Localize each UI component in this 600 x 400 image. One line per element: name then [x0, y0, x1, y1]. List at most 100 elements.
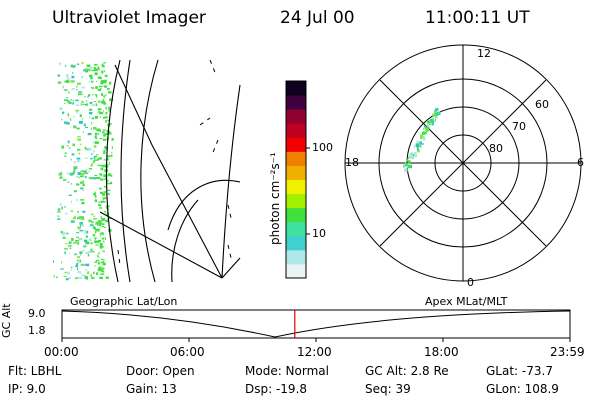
aurora-pixel — [82, 103, 85, 105]
aurora-pixel — [93, 67, 96, 70]
aurora-pixel — [81, 100, 84, 103]
aurora-pixel — [97, 254, 99, 258]
aurora-pixel — [99, 138, 103, 140]
aurora-pixel — [111, 138, 114, 141]
aurora-pixel — [102, 81, 107, 84]
aurora-pixel — [64, 155, 67, 158]
aurora-pixel — [98, 100, 101, 103]
aurora-pixel — [91, 98, 93, 100]
aurora-pixel — [64, 152, 67, 154]
colorbar-band — [286, 95, 306, 110]
aurora-pixel — [73, 171, 76, 175]
orbit-x-tick-0000: 00:00 — [44, 345, 79, 359]
aurora-pixel — [110, 154, 113, 158]
aurora-pixel — [106, 179, 109, 182]
lat-label-60: 60 — [535, 98, 549, 111]
aurora-pixel — [109, 181, 113, 185]
aurora-pixel — [93, 160, 95, 163]
aurora-pixel — [100, 173, 103, 177]
aurora-pixel — [100, 273, 105, 275]
aurora-pixel — [99, 116, 101, 118]
aurora-pixel — [103, 102, 107, 105]
aurora-pixel — [73, 124, 77, 127]
aurora-pixel — [57, 215, 60, 217]
aurora-pixel — [95, 94, 98, 98]
aurora-pixel — [87, 132, 92, 136]
aurora-pixel — [93, 218, 97, 220]
aurora-pixel — [429, 123, 431, 125]
aurora-pixel — [76, 127, 80, 130]
gain-info: Gain: 13 — [126, 382, 177, 396]
aurora-pixel — [94, 228, 97, 230]
aurora-pixel — [85, 251, 89, 255]
aurora-pixel — [78, 216, 82, 218]
aurora-pixel — [425, 129, 429, 133]
aurora-pixel — [98, 220, 102, 223]
aurora-pixel — [91, 163, 93, 166]
aurora-pixel — [102, 131, 105, 134]
aurora-pixel — [86, 100, 88, 102]
aurora-pixel — [77, 211, 79, 213]
aurora-pixel — [108, 163, 110, 165]
aurora-pixel — [88, 116, 91, 119]
mlt-label-6: 6 — [577, 156, 584, 169]
colorbar-band — [286, 179, 306, 195]
door-info: Door: Open — [126, 364, 195, 378]
aurora-pixel — [60, 268, 64, 270]
aurora-pixel — [97, 76, 100, 79]
aurora-pixel — [406, 159, 409, 161]
aurora-pixel — [79, 114, 82, 117]
aurora-pixel — [94, 265, 96, 267]
aurora-pixel — [103, 79, 107, 82]
aurora-pixel — [96, 228, 100, 232]
aurora-pixel — [60, 230, 63, 234]
aurora-pixel — [103, 62, 106, 64]
aurora-pixel — [69, 241, 72, 244]
aurora-pixel — [79, 229, 84, 232]
aurora-pixel — [70, 80, 74, 83]
orbit-x-ticks — [61, 338, 571, 342]
aurora-pixel — [71, 65, 76, 68]
aurora-pixel — [66, 145, 69, 147]
aurora-pixel — [59, 177, 63, 179]
aurora-pixel — [98, 108, 102, 110]
aurora-pixel — [76, 157, 81, 160]
aurora-pixel — [85, 104, 88, 106]
aurora-pixel — [103, 110, 105, 112]
aurora-pixel — [412, 157, 414, 160]
aurora-pixel — [75, 263, 79, 266]
aurora-pixel — [65, 243, 68, 245]
aurora-pixel — [420, 140, 422, 143]
aurora-pixel — [78, 276, 83, 280]
aurora-pixel — [73, 125, 77, 129]
aurora-pixel — [82, 170, 87, 173]
aurora-pixel — [102, 199, 104, 201]
colorbar-band — [286, 235, 306, 251]
aurora-pixel — [70, 210, 74, 212]
ip-info: IP: 9.0 — [8, 382, 46, 396]
aurora-pixel — [76, 236, 80, 238]
aurora-pixel — [72, 217, 76, 220]
aurora-pixel — [57, 211, 61, 213]
aurora-pixel — [67, 181, 70, 183]
aurora-pixel — [101, 237, 104, 240]
aurora-pixel — [82, 250, 85, 252]
aurora-pixel — [81, 274, 86, 277]
aurora-pixel — [95, 195, 97, 198]
aurora-pixel — [97, 223, 99, 226]
aurora-pixel — [103, 70, 105, 73]
aurora-pixel — [70, 266, 73, 268]
aurora-pixel — [78, 91, 82, 93]
aurora-pixel — [105, 276, 109, 279]
aurora-pixel — [72, 102, 75, 105]
aurora-pixel — [64, 251, 66, 255]
aurora-pixel — [102, 193, 106, 196]
aurora-pixel — [85, 126, 88, 128]
aurora-pixel — [84, 275, 86, 278]
aurora-pixel — [76, 261, 79, 263]
aurora-pixel — [101, 269, 104, 272]
aurora-pixel — [66, 74, 68, 77]
aurora-pixel — [85, 277, 88, 280]
aurora-pixel — [80, 263, 85, 266]
aurora-pixel — [85, 172, 89, 175]
